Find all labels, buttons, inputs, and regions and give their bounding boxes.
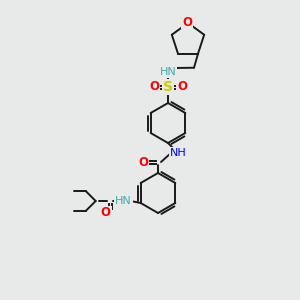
Text: O: O bbox=[177, 80, 187, 94]
Text: HN: HN bbox=[160, 67, 176, 77]
Text: S: S bbox=[163, 80, 173, 94]
Text: O: O bbox=[101, 206, 111, 220]
Text: O: O bbox=[149, 80, 159, 94]
Text: NH: NH bbox=[169, 148, 186, 158]
Text: O: O bbox=[138, 155, 148, 169]
Text: O: O bbox=[182, 16, 192, 28]
Text: HN: HN bbox=[115, 196, 132, 206]
